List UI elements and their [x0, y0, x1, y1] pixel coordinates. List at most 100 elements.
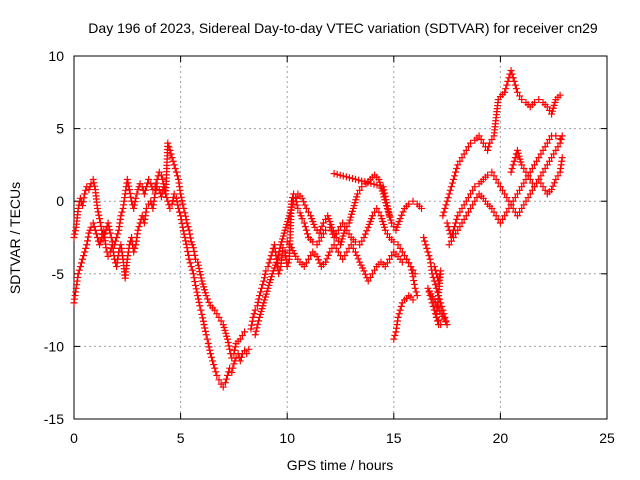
data-point: [259, 281, 267, 289]
data-point: [225, 368, 233, 376]
x-axis-label: GPS time / hours: [287, 457, 394, 473]
data-point: [443, 219, 451, 227]
data-point: [447, 183, 455, 191]
data-point: [112, 237, 120, 245]
data-point: [368, 212, 376, 220]
data-point: [196, 302, 204, 310]
data-point: [467, 204, 475, 212]
data-point: [456, 223, 464, 231]
data-point: [283, 263, 291, 271]
data-point: [545, 157, 553, 165]
x-tick-label: 25: [599, 430, 615, 446]
data-point: [464, 143, 472, 151]
data-point: [333, 170, 341, 178]
data-point: [237, 353, 245, 361]
data-point: [228, 354, 236, 362]
data-point: [255, 292, 263, 300]
data-point: [211, 364, 219, 372]
data-point: [182, 216, 190, 224]
data-point: [182, 240, 190, 248]
data-point: [315, 237, 323, 245]
data-point: [539, 183, 547, 191]
data-point: [205, 343, 213, 351]
x-tick-label: 10: [279, 430, 295, 446]
data-point: [255, 317, 263, 325]
data-point: [549, 182, 557, 190]
data-point: [398, 258, 406, 266]
data-point: [317, 234, 325, 241]
data-point: [522, 168, 530, 176]
data-point: [260, 274, 268, 282]
data-point: [186, 259, 194, 267]
data-point: [458, 154, 466, 162]
data-point: [95, 211, 103, 219]
data-point: [190, 274, 198, 282]
data-point: [373, 181, 381, 189]
data-point: [370, 180, 378, 188]
data-point: [298, 194, 306, 202]
data-point: [431, 281, 439, 289]
data-point: [82, 186, 90, 194]
data-point: [388, 219, 396, 227]
series-track-g: [439, 67, 564, 220]
data-point: [140, 190, 148, 198]
data-point: [184, 251, 192, 259]
data-point: [248, 317, 256, 325]
data-point: [390, 335, 398, 343]
data-point: [316, 259, 324, 267]
data-point: [93, 204, 101, 212]
data-point: [535, 154, 543, 162]
data-point: [354, 255, 362, 263]
data-point: [361, 230, 369, 238]
data-point: [185, 226, 193, 234]
data-point: [176, 208, 184, 216]
data-point: [444, 194, 452, 202]
data-point: [185, 255, 193, 263]
data-point: [254, 320, 262, 328]
data-point: [518, 96, 526, 104]
data-point: [507, 67, 515, 75]
data-point: [367, 179, 375, 187]
data-point: [301, 201, 309, 209]
data-point: [409, 296, 417, 304]
data-point: [516, 92, 524, 100]
data-point: [360, 234, 368, 241]
data-point: [114, 230, 122, 238]
data-point: [503, 194, 511, 202]
data-point: [390, 238, 398, 246]
data-point: [292, 194, 300, 202]
data-point: [509, 161, 517, 169]
data-point: [443, 197, 451, 205]
y-tick-label: 5: [56, 121, 64, 137]
plot-frame: [73, 55, 608, 420]
data-point: [541, 186, 549, 194]
data-point: [294, 204, 302, 212]
data-point: [131, 244, 139, 252]
chart-title: Day 196 of 2023, Sidereal Day-to-day VTE…: [88, 20, 598, 36]
data-point: [204, 295, 212, 303]
data-point: [453, 215, 461, 223]
data-point: [381, 192, 389, 200]
data-point: [328, 223, 336, 231]
data-point: [123, 175, 131, 183]
data-point: [541, 165, 549, 173]
data-point: [92, 230, 100, 238]
data-point: [205, 298, 213, 306]
data-point: [409, 197, 417, 205]
data-point: [80, 252, 88, 260]
data-point: [484, 146, 492, 154]
data-point: [524, 194, 532, 202]
data-point: [420, 234, 428, 241]
data-point: [383, 259, 391, 267]
data-point: [273, 258, 281, 266]
data-point: [105, 222, 113, 230]
data-point: [87, 223, 95, 231]
data-point: [273, 255, 281, 263]
data-point: [395, 310, 403, 318]
data-point: [243, 350, 251, 358]
data-point: [440, 208, 448, 216]
data-point: [133, 190, 141, 198]
data-point: [249, 313, 257, 321]
data-point: [403, 255, 411, 263]
data-point: [462, 212, 470, 220]
